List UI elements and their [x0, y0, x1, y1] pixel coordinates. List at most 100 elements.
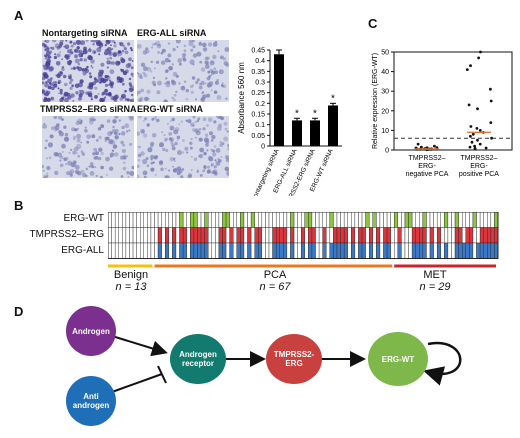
cell-dot	[188, 40, 194, 43]
cell-dot	[218, 123, 222, 128]
cell-dot	[105, 78, 109, 82]
row-label-erg-all: ERG-ALL	[61, 245, 104, 256]
cell-dot	[69, 169, 75, 174]
cell-dot	[91, 118, 95, 122]
cell-dot	[203, 151, 207, 156]
cell-dot	[142, 158, 148, 165]
cell-dot	[107, 84, 110, 87]
cell-dot	[114, 131, 118, 136]
cell-dot	[85, 174, 88, 178]
cell-dot	[218, 69, 224, 75]
cell-dot	[115, 60, 121, 66]
cell-dot	[171, 146, 176, 151]
cell-dot	[81, 68, 85, 72]
cell-dot	[98, 147, 103, 152]
cell-dot	[185, 89, 189, 93]
cell-dot	[171, 63, 174, 66]
cell-dot	[156, 80, 162, 86]
inhibit-anti-to-ar	[111, 373, 163, 393]
cell-dot	[130, 48, 133, 52]
cell-dot	[112, 51, 118, 57]
cell-dot	[137, 43, 142, 49]
cell-dot	[106, 75, 111, 80]
micrograph-tmprss2-erg	[42, 116, 134, 178]
cell-dot	[215, 41, 217, 43]
cell-dot	[120, 140, 124, 145]
cell-dot	[101, 92, 105, 96]
cell-dot	[90, 40, 93, 43]
cell-dot	[206, 93, 211, 98]
cell-dot	[216, 95, 222, 100]
cell-dot	[142, 170, 148, 176]
cell-dot	[137, 90, 141, 95]
cell-dot	[207, 70, 211, 74]
y-tick-label: 0.15	[251, 112, 265, 119]
cell-dot	[89, 47, 91, 50]
y-axis-label: Relative expression (ERG-WT)	[372, 53, 379, 149]
cell-dot	[121, 131, 126, 136]
cell-dot	[43, 174, 48, 178]
cell-dot	[156, 90, 161, 95]
cell-dot	[155, 60, 160, 64]
cell-dot	[114, 152, 119, 157]
cell-dot	[187, 119, 192, 124]
cell-dot	[202, 94, 207, 99]
cell-dot	[42, 164, 44, 169]
cell-dot	[189, 146, 193, 150]
cell-dot	[62, 66, 64, 68]
cell-dot	[70, 148, 73, 151]
cell-dot	[155, 40, 161, 46]
cell-dot	[89, 75, 93, 79]
cell-dot	[128, 116, 130, 118]
cell-dot	[123, 47, 127, 51]
cell-dot	[72, 42, 77, 46]
scatter-point	[473, 144, 476, 148]
cell-dot	[92, 43, 95, 46]
cell-dot	[106, 47, 112, 52]
cell-dot	[64, 82, 68, 87]
cell-dot	[65, 163, 67, 166]
cell-dot	[162, 147, 166, 152]
cell-dot	[54, 170, 59, 176]
node-androgen: Androgen	[66, 306, 116, 356]
cell-dot	[186, 151, 189, 154]
x-category-label-line: TMPRSS2–	[409, 155, 446, 162]
cell-dot	[42, 89, 45, 94]
cell-dot	[111, 40, 115, 43]
cell-dot	[161, 48, 166, 53]
cell-dot	[63, 136, 70, 142]
cell-dot	[104, 140, 107, 143]
cell-dot	[44, 57, 47, 60]
cell-dot	[50, 77, 53, 80]
cell-dot	[92, 49, 97, 55]
cell-dot	[151, 133, 157, 138]
cell-dot	[59, 163, 64, 168]
scatter-point	[465, 68, 469, 71]
cell-dot	[68, 151, 71, 154]
cell-dot	[68, 62, 72, 66]
cell-dot	[45, 55, 48, 58]
cell-dot	[73, 67, 76, 70]
cell-dot	[70, 173, 73, 176]
cell-dot	[121, 125, 125, 130]
y-tick-label: 0.45	[251, 48, 265, 55]
x-category-label: TMPRSS2– ERG-negative PCA	[406, 155, 449, 178]
cell-dot	[195, 130, 201, 136]
cell-dot	[72, 100, 75, 102]
cell-dot	[137, 164, 140, 168]
micrograph-erg-all	[137, 40, 229, 102]
y-axis-label: Absorbance 560 nm	[237, 62, 246, 134]
x-category-label-line: ERG-	[470, 163, 488, 170]
cell-dot	[213, 67, 217, 70]
cell-dot	[225, 97, 228, 100]
cell-dot	[96, 47, 102, 53]
cell-dot	[44, 82, 49, 88]
cell-dot	[63, 91, 69, 97]
cell-dot	[45, 51, 51, 57]
scatter-point	[469, 134, 472, 138]
cell-dot	[77, 97, 82, 101]
cell-dot	[160, 51, 164, 55]
cell-dot	[137, 73, 143, 78]
cell-dot	[73, 137, 76, 141]
cell-dot	[128, 129, 131, 132]
